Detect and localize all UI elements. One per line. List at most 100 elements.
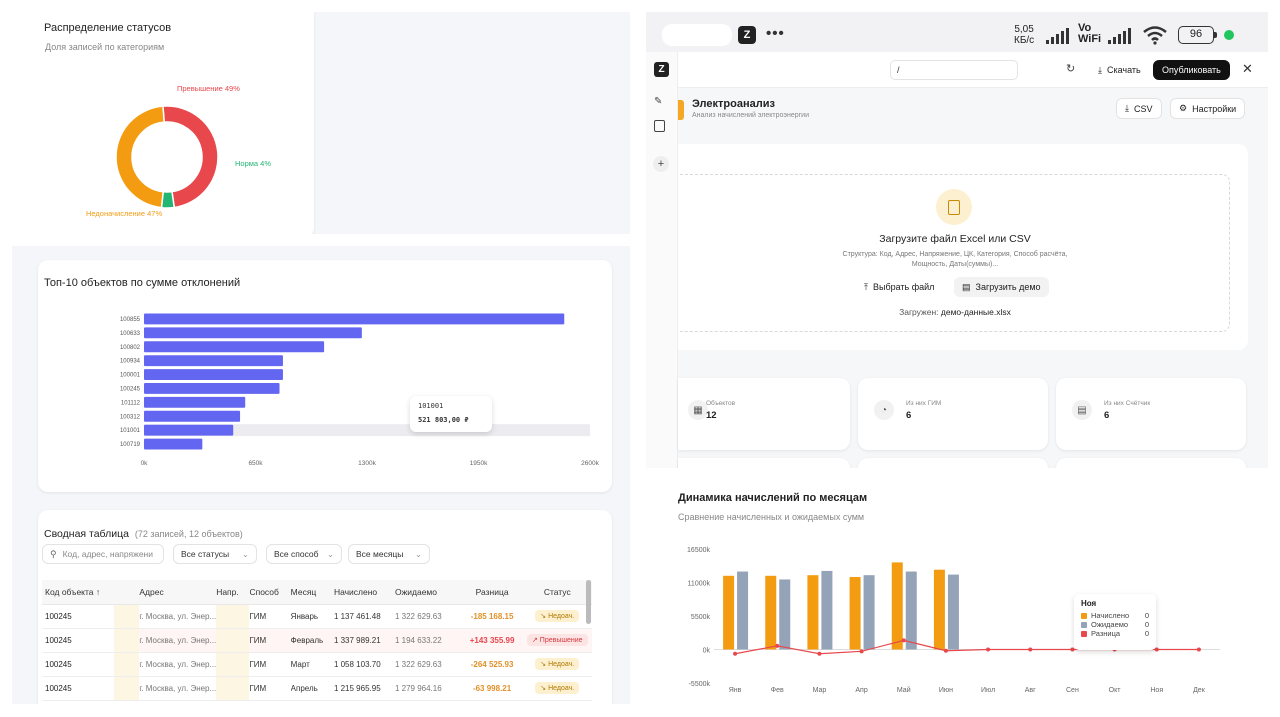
filter-method-select[interactable]: Все способ ⌄ <box>266 544 342 564</box>
tooltip-id: 101001 <box>418 402 444 410</box>
upload-structure-2: Мощность, Даты(суммы)... <box>911 261 999 268</box>
upload-dropzone[interactable]: Загрузите файл Excel или CSV Структура: … <box>680 174 1230 332</box>
status-badge: ↘ Недоач. <box>535 658 580 670</box>
dynamics-x-tick: Июн <box>939 687 953 694</box>
stat-meter: ▤ Из них Счётчик 6 <box>1056 378 1246 450</box>
top10-tick-label: 0k <box>141 460 149 467</box>
table-row[interactable]: 100245 г. Москва, ул. Энер... ГИМ Январь 1 1… <box>42 604 592 629</box>
donut-label-under: Недоначисление 47% <box>86 209 163 218</box>
download-button[interactable]: ⤓ Скачать <box>1090 60 1149 80</box>
dynamics-tooltip-row-expected: Ожидаемо 0 <box>1081 620 1149 629</box>
csv-button[interactable]: ⤓ CSV <box>1116 98 1162 119</box>
dynamics-x-tick: Янв <box>729 687 742 694</box>
col-address[interactable]: Адрес <box>139 580 217 605</box>
stat-placeholder-1 <box>678 458 850 468</box>
stat-objects: ▦ Объектов 12 <box>678 378 850 450</box>
table-row[interactable]: 100245 г. Москва, ул. Энер... ГИМ Апрель 1 2… <box>42 676 592 701</box>
dynamics-y-tick: 11000k <box>688 581 711 588</box>
dynamics-bar-expected <box>821 570 833 650</box>
col-expected[interactable]: Ожидаемо <box>394 580 462 605</box>
dynamics-x-tick: Сен <box>1066 687 1079 694</box>
dynamics-diff-point <box>733 651 738 656</box>
stat-objects-label: Объектов <box>706 400 736 407</box>
dynamics-x-tick: Дек <box>1193 687 1206 694</box>
tooltip-row-label: Начислено <box>1091 611 1130 620</box>
filter-status-select[interactable]: Все статусы ⌄ <box>173 544 257 564</box>
top10-bar <box>144 369 283 380</box>
top10-bar-chart: 100855 100633 100802 100934 100001 100245 1011… <box>120 313 600 467</box>
csv-label: CSV <box>1133 103 1153 114</box>
donut-label-norm: Норма 4% <box>235 159 272 168</box>
cell-code: 100245 <box>42 652 140 677</box>
status-card-subtitle: Доля записей по категориям <box>45 42 165 52</box>
cell-code: 100245 <box>42 676 140 701</box>
battery-icon: 96 <box>1178 26 1214 44</box>
dynamics-subtitle: Сравнение начисленных и ожидаемых сумм <box>678 512 865 522</box>
dynamics-x-tick: Авг <box>1025 687 1036 694</box>
cell-voltage <box>216 652 250 677</box>
col-code[interactable]: Код объекта ↑ <box>42 580 140 605</box>
cell-voltage <box>216 604 250 629</box>
cell-method: ГИМ <box>249 676 291 701</box>
status-bar: Z ••• 5,05 КБ/с Vo WiFi 96 <box>646 12 1268 52</box>
col-voltage[interactable]: Напр. <box>216 580 250 605</box>
refresh-icon[interactable]: ↻ <box>1066 63 1076 75</box>
filter-month-select[interactable]: Все месяцы ⌄ <box>348 544 430 564</box>
search-input[interactable]: ⚲ Код, адрес, напряжени <box>42 544 164 564</box>
col-charged[interactable]: Начислено <box>333 580 395 605</box>
cell-charged: 1 215 965.95 <box>333 676 395 701</box>
chevron-down-icon: ⌄ <box>414 548 422 559</box>
dynamics-x-tick: Июл <box>981 687 995 694</box>
gauge-icon: ◔ <box>874 400 894 420</box>
choose-file-label: Выбрать файл <box>872 282 935 292</box>
choose-file-button[interactable]: ⤒ Выбрать файл <box>856 277 943 297</box>
path-input[interactable]: / <box>890 60 1018 80</box>
z-logo-icon[interactable]: Z <box>654 62 669 77</box>
table-row[interactable]: 100245 г. Москва, ул. Энер... ГИМ Март 1 058… <box>42 652 592 677</box>
app-title: Электроанализ <box>692 98 775 110</box>
dynamics-bar-charged <box>807 575 819 650</box>
stat-placeholder-2 <box>858 458 1048 468</box>
publish-label: Опубликовать <box>1162 65 1221 75</box>
tooltip-row-label: Разница <box>1091 629 1121 638</box>
cell-code: 100245 <box>42 604 140 629</box>
table-scrollbar[interactable] <box>586 580 591 624</box>
table-row[interactable]: 100245 г. Москва, ул. Энер... ГИМ Февраль 1 … <box>42 628 592 653</box>
cell-status: ↘ Недоач. <box>522 676 592 701</box>
more-dots-icon: ••• <box>766 25 785 42</box>
top10-category-label: 100001 <box>120 373 141 379</box>
dynamics-bar-expected <box>863 575 875 650</box>
top10-bar <box>144 327 362 339</box>
status-card: Распределение статусов Доля записей по к… <box>12 12 314 234</box>
dynamics-title: Динамика начислений по месяцам <box>678 492 868 504</box>
table-header-row: Код объекта ↑ Адрес Напр. Способ Месяц Н… <box>42 580 592 605</box>
app-subtitle: Анализ начислений электроэнергии <box>692 112 809 119</box>
dynamics-diff-point <box>901 638 906 643</box>
cell-address: г. Москва, ул. Энер... <box>139 604 217 629</box>
table-title-text: Сводная таблица <box>44 528 129 540</box>
top10-card: Топ-10 объектов по сумме отклонений 1008… <box>38 260 612 492</box>
wifi-label: WiFi <box>1078 33 1102 45</box>
top10-category-label: 100719 <box>120 442 141 448</box>
col-month[interactable]: Месяц <box>290 580 334 605</box>
file-icon[interactable] <box>654 120 665 132</box>
database-icon: ▤ <box>962 281 971 292</box>
dynamics-bar-charged <box>765 575 777 650</box>
col-status[interactable]: Статус <box>522 580 592 605</box>
top10-category-label: 101001 <box>120 428 141 434</box>
publish-button[interactable]: Опубликовать <box>1153 60 1230 80</box>
dynamics-x-tick: Май <box>897 686 911 694</box>
load-demo-button[interactable]: ▤ Загрузить демо <box>954 277 1049 297</box>
donut-slice-1 <box>162 105 219 209</box>
col-method[interactable]: Способ <box>249 580 291 605</box>
cell-address: г. Москва, ул. Энер... <box>139 676 217 701</box>
dynamics-bar-charged <box>933 569 945 650</box>
plus-icon[interactable]: + <box>653 156 669 172</box>
dynamics-x-tick: Ноя <box>1150 687 1163 694</box>
dynamics-bar-expected <box>947 574 959 650</box>
settings-button[interactable]: ⚙ Настройки <box>1170 98 1246 119</box>
close-icon[interactable]: ✕ <box>1242 61 1253 76</box>
col-diff[interactable]: Разница <box>461 580 523 605</box>
edit-icon[interactable]: ✎ <box>654 96 663 107</box>
dynamics-bar-charged <box>849 577 861 650</box>
